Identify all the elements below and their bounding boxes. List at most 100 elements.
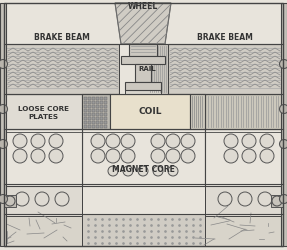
Bar (205, 184, 283, 216)
Circle shape (166, 150, 180, 163)
Circle shape (31, 134, 45, 148)
Bar (92, 122, 95, 124)
Text: WHEEL: WHEEL (128, 2, 158, 11)
Bar (92, 106, 95, 108)
Circle shape (123, 166, 133, 176)
Circle shape (153, 166, 163, 176)
Circle shape (13, 134, 27, 148)
Circle shape (272, 196, 282, 206)
Bar (88, 102, 91, 104)
Bar (96, 126, 99, 128)
Bar (168, 45, 283, 94)
Bar (84, 98, 87, 100)
Bar (4, 214, 283, 246)
Bar (92, 98, 95, 100)
Bar (82, 214, 205, 246)
Circle shape (35, 192, 49, 206)
Bar (96, 98, 99, 100)
Bar (92, 102, 95, 104)
Bar (125, 91, 161, 94)
Bar (4, 214, 82, 246)
Bar (88, 98, 91, 100)
Bar (281, 4, 287, 246)
Bar (92, 110, 95, 112)
Circle shape (13, 150, 27, 163)
Circle shape (49, 134, 63, 148)
Bar (84, 110, 87, 112)
Circle shape (166, 134, 180, 148)
Bar (84, 106, 87, 108)
Circle shape (121, 150, 135, 163)
Bar (104, 106, 107, 108)
Bar (104, 122, 107, 124)
Bar (96, 118, 99, 120)
Circle shape (224, 150, 238, 163)
Circle shape (242, 150, 256, 163)
Bar (96, 102, 99, 104)
Bar (104, 114, 107, 116)
Text: BRAKE BEAM: BRAKE BEAM (34, 33, 90, 42)
Bar (104, 126, 107, 128)
Circle shape (0, 195, 7, 204)
Bar (82, 184, 205, 216)
Circle shape (258, 192, 272, 206)
Circle shape (181, 134, 195, 148)
Bar (92, 114, 95, 116)
Bar (96, 114, 99, 116)
Circle shape (260, 150, 274, 163)
Bar (104, 102, 107, 104)
Circle shape (151, 150, 165, 163)
Text: RAIL: RAIL (138, 66, 156, 72)
Circle shape (242, 134, 256, 148)
Circle shape (168, 166, 178, 176)
Circle shape (91, 150, 105, 163)
Circle shape (15, 192, 29, 206)
Bar (88, 126, 91, 128)
Bar (104, 110, 107, 112)
Bar (4, 45, 119, 94)
Circle shape (0, 140, 7, 149)
Bar (88, 114, 91, 116)
Bar (100, 98, 103, 100)
Bar (104, 118, 107, 120)
Circle shape (280, 140, 287, 149)
Bar (100, 118, 103, 120)
Circle shape (138, 166, 148, 176)
Bar (84, 126, 87, 128)
Bar (205, 130, 283, 186)
Bar (82, 94, 110, 130)
Bar (88, 110, 91, 112)
Bar (88, 122, 91, 124)
Bar (84, 122, 87, 124)
Circle shape (280, 105, 287, 114)
Bar (96, 106, 99, 108)
Bar (84, 102, 87, 104)
Bar (148, 45, 168, 94)
Bar (190, 94, 205, 130)
Circle shape (181, 150, 195, 163)
Circle shape (218, 192, 232, 206)
Polygon shape (115, 4, 171, 45)
Bar (4, 184, 82, 216)
Bar (121, 57, 165, 65)
Bar (4, 94, 82, 130)
Bar (88, 106, 91, 108)
Bar (4, 195, 16, 207)
Bar (129, 45, 157, 57)
Bar (205, 94, 283, 130)
Bar (4, 130, 82, 186)
Circle shape (121, 134, 135, 148)
Circle shape (108, 166, 118, 176)
Bar (100, 114, 103, 116)
Bar (104, 98, 107, 100)
Bar (110, 94, 190, 130)
Circle shape (280, 60, 287, 69)
Circle shape (0, 105, 7, 114)
Circle shape (31, 150, 45, 163)
Bar (84, 118, 87, 120)
Text: LOOSE CORE
PLATES: LOOSE CORE PLATES (18, 106, 69, 120)
Circle shape (106, 134, 120, 148)
Bar (125, 83, 161, 91)
Circle shape (55, 192, 69, 206)
Circle shape (280, 195, 287, 204)
